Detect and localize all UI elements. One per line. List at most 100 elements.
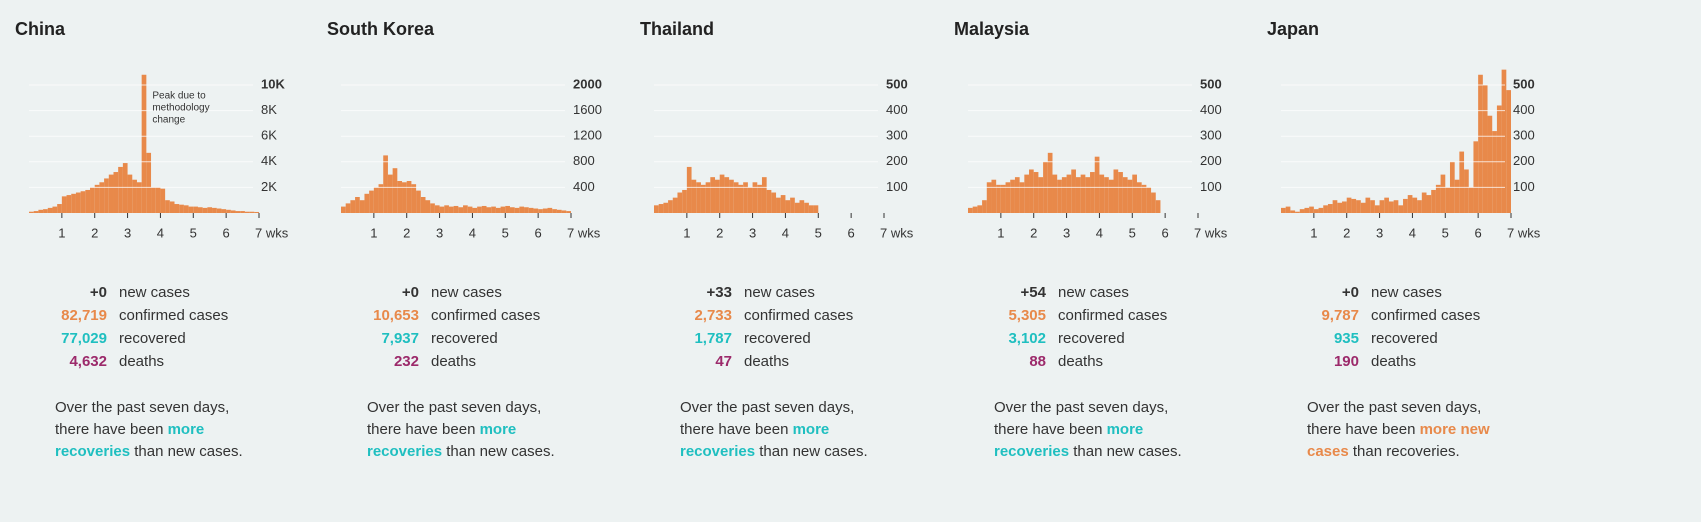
y-tick-label: 10K: [261, 76, 285, 91]
stat-value: +54: [1020, 284, 1046, 301]
x-tick-label: 7 wks: [1507, 225, 1541, 240]
stat-label: deaths: [1371, 353, 1417, 370]
bar: [472, 207, 478, 213]
bar: [1113, 169, 1119, 213]
bar: [38, 209, 44, 213]
bar: [355, 197, 360, 213]
bar: [1061, 177, 1067, 213]
bar: [179, 204, 184, 213]
bar: [151, 187, 156, 213]
bar: [566, 211, 571, 213]
bar: [528, 207, 534, 213]
bar: [1075, 177, 1081, 213]
x-tick-label: 3: [1376, 225, 1383, 240]
bar: [1384, 197, 1389, 213]
x-tick-label: 2: [91, 225, 98, 240]
x-tick-label: 3: [1063, 225, 1070, 240]
stat-label: confirmed cases: [1371, 307, 1481, 324]
bar: [1071, 169, 1076, 213]
bar: [771, 192, 777, 213]
bar: [1379, 200, 1385, 213]
bar: [197, 207, 203, 213]
bar: [533, 208, 539, 213]
bar: [254, 211, 259, 213]
bar: [519, 206, 525, 213]
bar: [71, 193, 76, 213]
bar: [996, 184, 1001, 213]
bar: [1019, 182, 1025, 213]
bar: [47, 207, 53, 213]
bar: [240, 211, 245, 213]
annotation: change: [152, 115, 185, 126]
y-tick-label: 300: [1200, 128, 1222, 143]
x-tick-label: 5: [815, 225, 822, 240]
x-tick-label: 7 wks: [880, 225, 914, 240]
bar: [66, 195, 72, 213]
bar: [411, 184, 417, 213]
bar: [1426, 195, 1432, 213]
summary-text: than new cases.: [1069, 443, 1182, 460]
stat-label: recovered: [1058, 330, 1125, 347]
bar: [724, 177, 730, 213]
bar: [1468, 187, 1474, 213]
x-tick-label: 1: [58, 225, 65, 240]
bar: [542, 208, 548, 213]
bar: [1014, 177, 1020, 213]
bar: [1487, 115, 1493, 213]
bar: [1038, 177, 1044, 213]
bar: [1108, 179, 1114, 213]
bar: [341, 206, 346, 213]
bar: [118, 166, 123, 213]
bar: [61, 196, 67, 213]
stat-label: recovered: [744, 330, 811, 347]
bar: [345, 203, 351, 213]
bar: [1435, 184, 1441, 213]
bar: [696, 182, 701, 213]
bar: [406, 181, 412, 213]
y-tick-label: 100: [1513, 179, 1535, 194]
x-tick-label: 3: [124, 225, 131, 240]
bar: [1029, 169, 1034, 213]
stat-value: 232: [393, 353, 419, 370]
y-tick-label: 400: [1513, 102, 1535, 117]
bar: [663, 202, 669, 213]
bar: [146, 152, 152, 213]
bar: [1136, 182, 1142, 213]
stat-value: +33: [706, 284, 732, 301]
x-tick-label: 2: [1343, 225, 1350, 240]
bar: [1295, 211, 1300, 213]
bar: [249, 211, 255, 213]
bar: [514, 207, 520, 213]
bar: [94, 184, 100, 213]
stat-value: 5,305: [1008, 307, 1046, 324]
y-tick-label: 400: [886, 102, 908, 117]
bar: [430, 203, 435, 213]
bar: [230, 210, 236, 213]
stat-value: 88: [1029, 353, 1046, 370]
y-tick-label: 200: [886, 153, 908, 168]
bar: [968, 207, 973, 213]
stat-value: 1,787: [694, 330, 732, 347]
bar: [1464, 169, 1469, 213]
bar: [369, 190, 374, 213]
bar: [207, 207, 213, 213]
x-tick-label: 7 wks: [567, 225, 601, 240]
summary: Over the past seven days, there have bee…: [55, 397, 255, 463]
bar: [1342, 201, 1347, 213]
bar: [420, 197, 426, 213]
bar: [1459, 151, 1465, 213]
summary-text: than new cases.: [442, 443, 555, 460]
bar: [350, 200, 356, 213]
bar: [1365, 197, 1371, 213]
bar: [672, 197, 678, 213]
stat-value: +0: [89, 284, 107, 301]
y-tick-label: 2K: [261, 179, 277, 194]
x-tick-label: 4: [1096, 225, 1103, 240]
y-tick-label: 200: [1200, 153, 1222, 168]
chart-title: China: [15, 19, 66, 39]
summary-highlight: more recoveries: [367, 421, 517, 460]
bar: [1403, 198, 1408, 213]
bar: [654, 205, 659, 213]
stat-label: new cases: [431, 284, 502, 301]
